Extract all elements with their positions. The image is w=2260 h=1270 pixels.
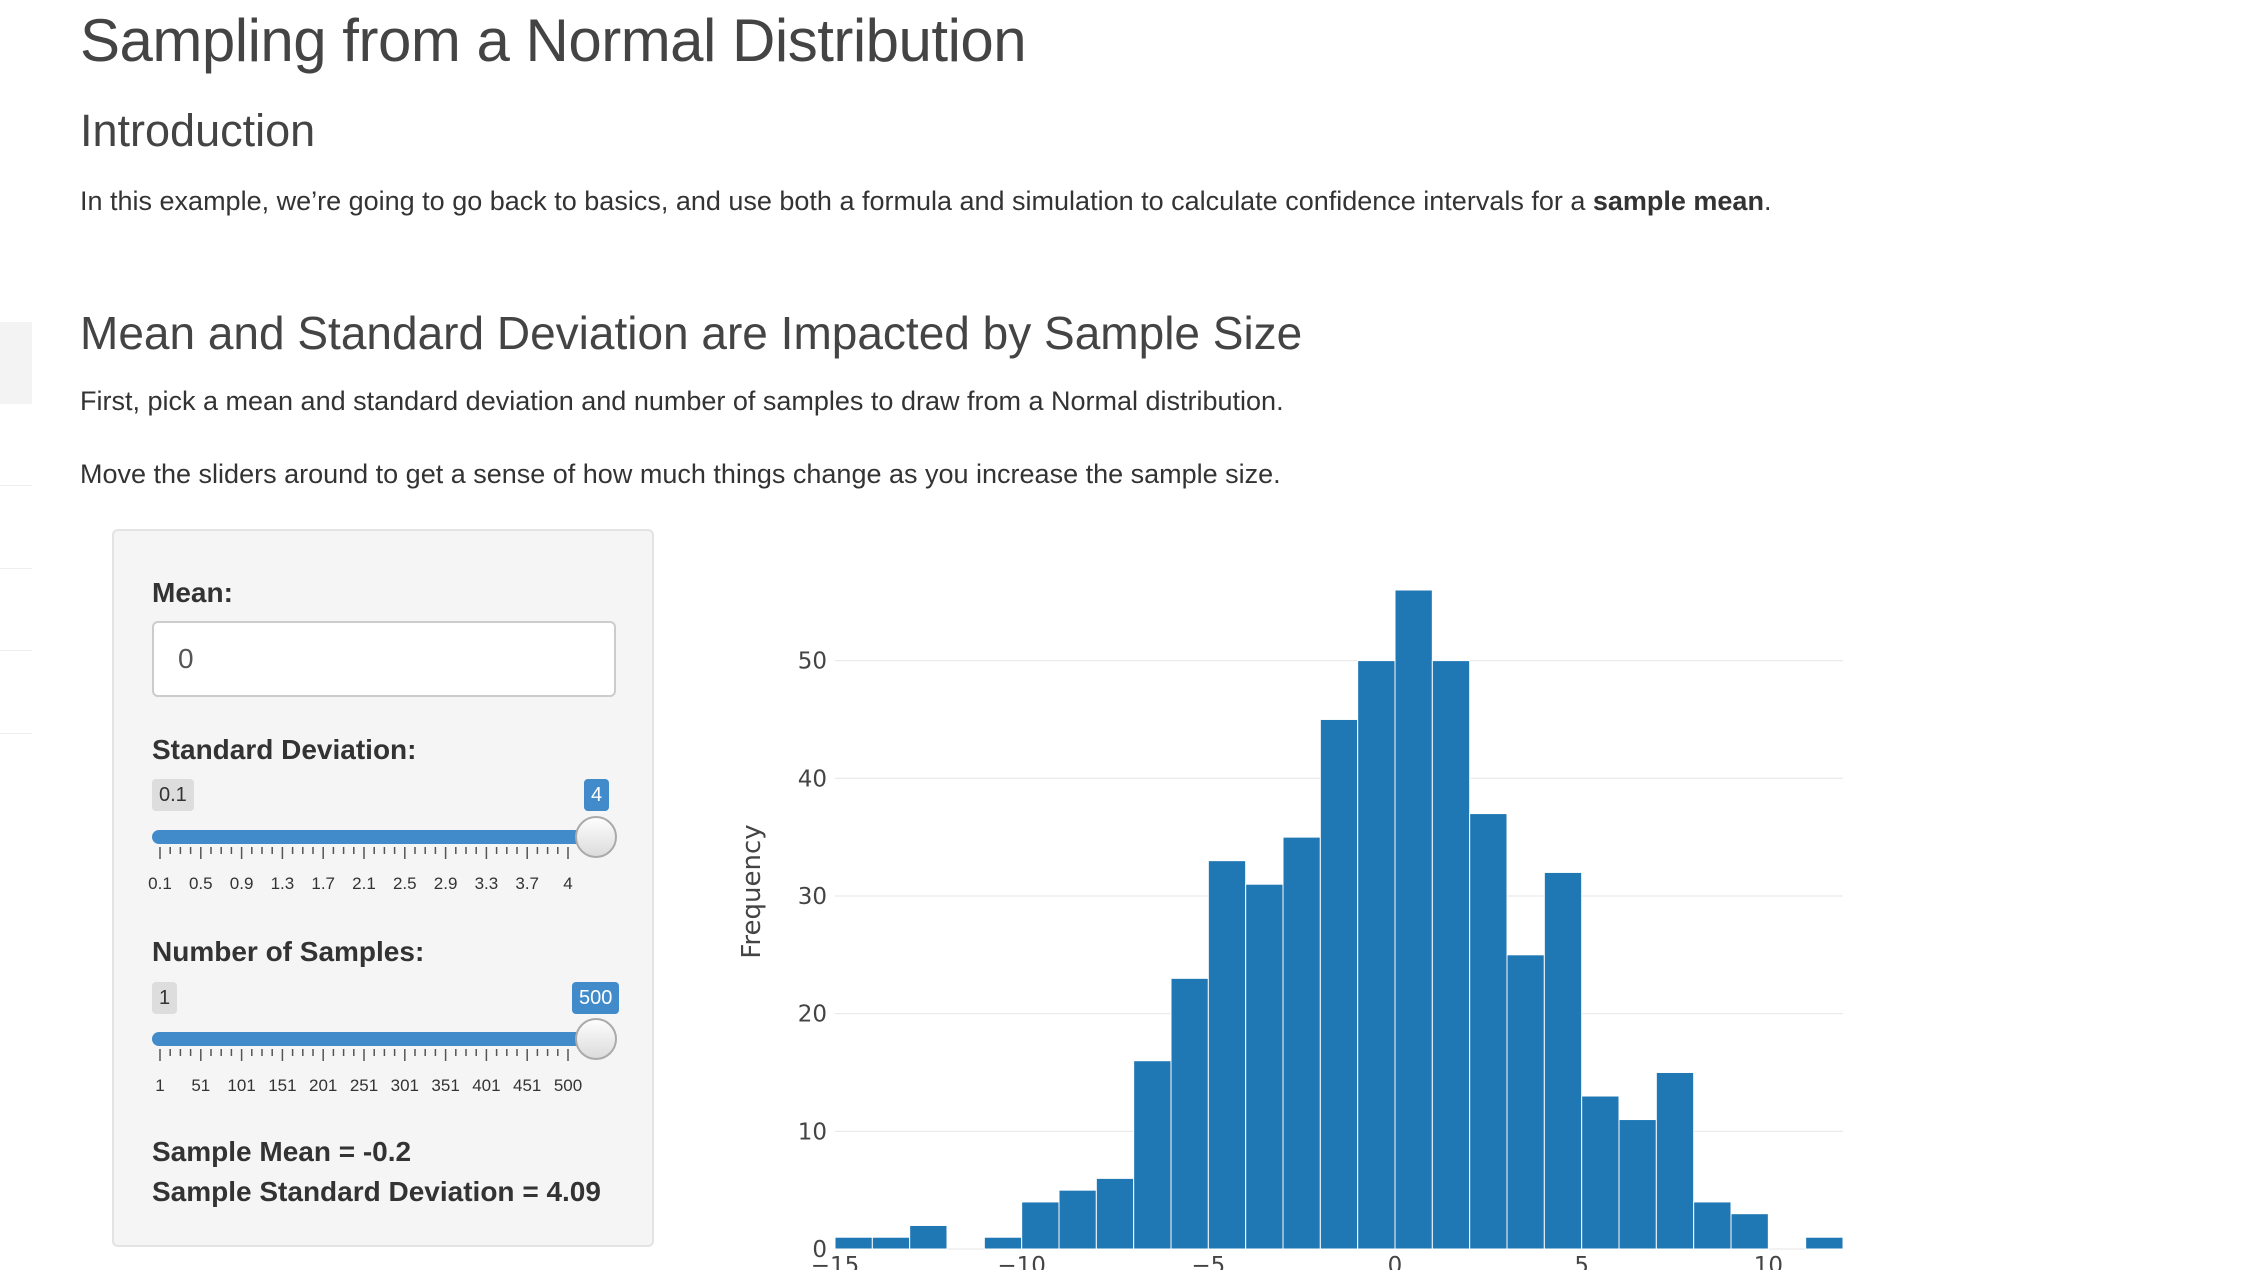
x-tick-label: 5 bbox=[1574, 1253, 1589, 1270]
sd-slider-track[interactable] bbox=[152, 830, 596, 844]
slider-tick-label: 1.7 bbox=[311, 874, 336, 893]
slider-tick-label: 2.1 bbox=[352, 874, 376, 893]
slider-tick-label: 101 bbox=[227, 1076, 256, 1095]
y-tick-label: 40 bbox=[798, 766, 827, 792]
input-panel: Mean: Standard Deviation: 0.1 4 0.1 0.5 0.… bbox=[112, 529, 654, 1247]
slider-tick-label: 500 bbox=[553, 1076, 583, 1095]
slider-tick-label: 2.9 bbox=[433, 874, 458, 893]
slider-tick-label: 2.5 bbox=[392, 874, 417, 893]
sidebar-divider bbox=[0, 568, 32, 569]
sd-label: Standard Deviation: bbox=[152, 734, 417, 765]
x-tick-label: 10 bbox=[1754, 1253, 1783, 1270]
x-tick-label: 0 bbox=[1388, 1253, 1403, 1270]
slider-tick-label: 4 bbox=[563, 874, 573, 893]
x-tick-label: −5 bbox=[1191, 1253, 1225, 1270]
slider-tick-label: 1 bbox=[155, 1076, 165, 1095]
sample-sd-text: Sample Standard Deviation = 4.09 bbox=[152, 1176, 601, 1207]
histogram-bar[interactable] bbox=[1357, 660, 1396, 1250]
intro-paragraph: In this example, we’re going to go back … bbox=[80, 186, 1771, 217]
histogram-bar[interactable] bbox=[1394, 589, 1433, 1250]
histogram-bar[interactable] bbox=[1543, 871, 1583, 1250]
x-tick-label: −15 bbox=[811, 1253, 860, 1270]
histogram-bar[interactable] bbox=[1469, 813, 1508, 1250]
sidebar-stub bbox=[0, 322, 32, 404]
histogram-bar[interactable] bbox=[1021, 1201, 1060, 1250]
section-heading: Mean and Standard Deviation are Impacted… bbox=[80, 307, 1303, 359]
slider-tick-label: 0.1 bbox=[148, 874, 172, 893]
sd-slider-handle[interactable] bbox=[575, 816, 617, 858]
histogram-bar[interactable] bbox=[1133, 1060, 1172, 1250]
intro-heading: Introduction bbox=[80, 105, 316, 156]
n-slider-ticks bbox=[159, 1049, 569, 1061]
histogram-bar[interactable] bbox=[1730, 1213, 1769, 1250]
slider-tick-label: 151 bbox=[268, 1076, 297, 1095]
histogram-bar[interactable] bbox=[1581, 1095, 1620, 1250]
section-paragraph-1: First, pick a mean and standard deviatio… bbox=[80, 386, 1284, 416]
slider-tick-label: 201 bbox=[309, 1076, 338, 1095]
histogram-bar[interactable] bbox=[834, 1236, 873, 1250]
sidebar-divider bbox=[0, 650, 32, 651]
slider-tick-label: 0.9 bbox=[229, 874, 254, 893]
slider-tick-label: 51 bbox=[191, 1076, 211, 1095]
histogram-bar[interactable] bbox=[1170, 977, 1209, 1250]
slider-tick-label: 451 bbox=[513, 1076, 542, 1095]
histogram-bar[interactable] bbox=[1805, 1236, 1844, 1250]
intro-text-bold: sample mean bbox=[1592, 186, 1764, 216]
histogram-bar[interactable] bbox=[1618, 1119, 1657, 1250]
y-axis-label: Frequency bbox=[737, 824, 767, 958]
sidebar-divider bbox=[0, 733, 32, 734]
y-tick-label: 10 bbox=[798, 1119, 827, 1145]
slider-tick-label: 351 bbox=[431, 1076, 460, 1095]
slider-tick-label: 3.3 bbox=[474, 874, 499, 893]
histogram-bar[interactable] bbox=[1319, 718, 1359, 1250]
section-paragraph-2: Move the sliders around to get a sense o… bbox=[80, 459, 1281, 489]
histogram-bar[interactable] bbox=[1693, 1201, 1732, 1250]
intro-text-end: . bbox=[1763, 186, 1772, 216]
sample-mean-text: Sample Mean = -0.2 bbox=[152, 1136, 412, 1167]
page-title: Sampling from a Normal Distribution bbox=[80, 7, 1027, 74]
sd-min-badge: 0.1 bbox=[152, 779, 194, 811]
histogram-bar[interactable] bbox=[1431, 660, 1471, 1250]
histogram-bar[interactable] bbox=[1245, 883, 1284, 1250]
slider-tick-label: 251 bbox=[349, 1076, 379, 1095]
sd-slider-ticks bbox=[159, 847, 569, 859]
mean-input[interactable] bbox=[152, 621, 616, 697]
mean-label: Mean: bbox=[152, 577, 233, 608]
y-tick-label: 20 bbox=[798, 1002, 827, 1028]
n-min-badge: 1 bbox=[152, 982, 178, 1014]
n-value-badge: 500 bbox=[572, 982, 620, 1014]
sidebar-divider bbox=[0, 485, 32, 486]
intro-text: In this example, we’re going to go back … bbox=[80, 186, 1593, 216]
histogram-bar[interactable] bbox=[1506, 954, 1545, 1250]
histogram-bar[interactable] bbox=[1095, 1177, 1135, 1250]
y-tick-label: 0 bbox=[812, 1237, 827, 1263]
histogram-bar[interactable] bbox=[871, 1236, 911, 1250]
slider-tick-label: 301 bbox=[390, 1076, 419, 1095]
histogram-bar[interactable] bbox=[983, 1236, 1023, 1250]
slider-tick-label: 401 bbox=[472, 1076, 501, 1095]
n-slider-handle[interactable] bbox=[575, 1018, 617, 1060]
y-tick-label: 30 bbox=[798, 884, 827, 910]
histogram-bar[interactable] bbox=[1655, 1071, 1695, 1250]
slider-tick-label: 3.7 bbox=[515, 874, 540, 893]
slider-tick-label: 1.3 bbox=[270, 874, 295, 893]
histogram-bar[interactable] bbox=[1058, 1189, 1097, 1250]
histogram-bar[interactable] bbox=[909, 1224, 948, 1250]
y-tick-label: 50 bbox=[798, 649, 827, 675]
histogram-bar[interactable] bbox=[1282, 836, 1321, 1250]
sd-value-badge: 4 bbox=[584, 779, 610, 811]
histogram-bar[interactable] bbox=[1207, 860, 1247, 1250]
n-label: Number of Samples: bbox=[152, 936, 425, 967]
x-tick-label: −10 bbox=[997, 1253, 1046, 1270]
n-slider-track[interactable] bbox=[152, 1032, 596, 1046]
slider-tick-label: 0.5 bbox=[188, 874, 213, 893]
histogram-chart: 0 10 20 30 40 50 −15 −10 −5 0 5 10 Frequency bbox=[737, 589, 1844, 1270]
